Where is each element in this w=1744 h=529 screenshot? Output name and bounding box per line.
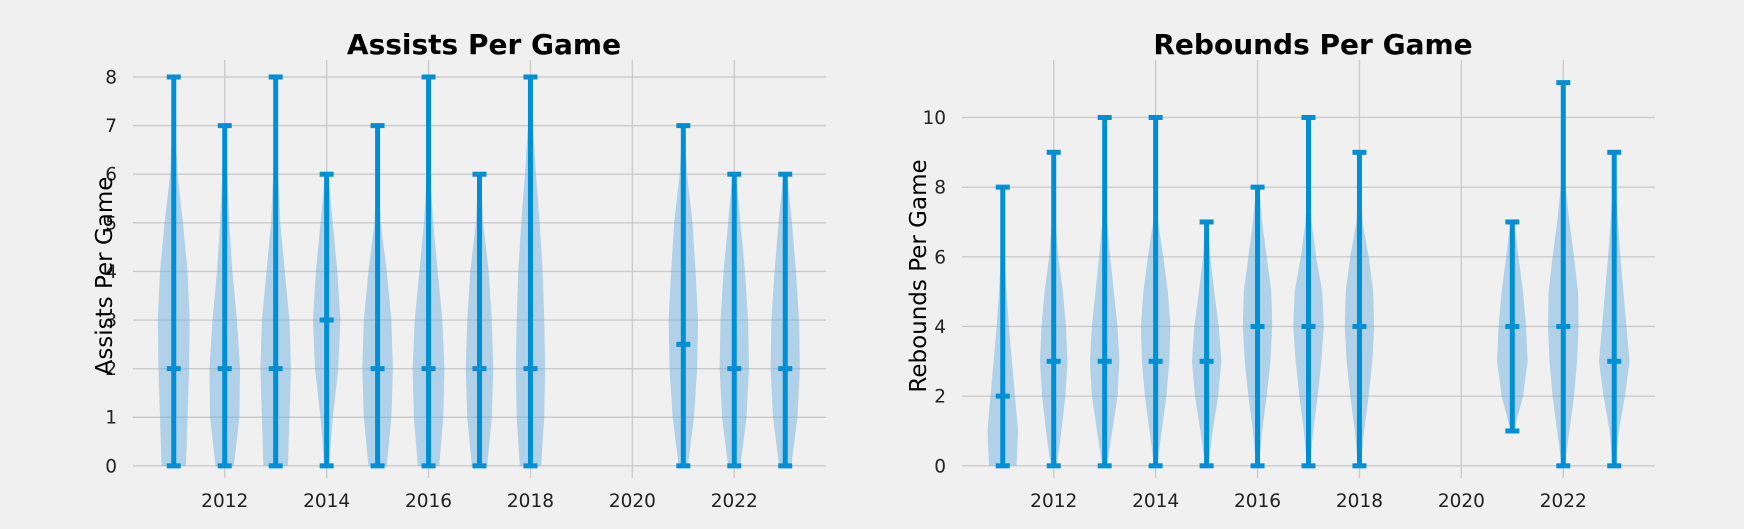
violins-rebounds bbox=[987, 80, 1630, 469]
panel-rebounds: 0 2 4 6 8 10 2012 2014 2016 2018 2020 2022 Rebound… bbox=[906, 28, 1655, 512]
y-tick-label-assists-5: 5 bbox=[105, 213, 117, 234]
y-tick-label-rebounds-0: 0 bbox=[934, 456, 946, 477]
panel-assists: 0 1 2 3 4 5 6 7 8 2012 2014 2016 2018 2020 2022 Assis… bbox=[92, 28, 826, 512]
x-tick-label-rebounds-2020: 2020 bbox=[1438, 491, 1485, 512]
y-tick-label-rebounds-10: 10 bbox=[922, 108, 946, 129]
x-tick-label-rebounds-2018: 2018 bbox=[1336, 491, 1383, 512]
chart-title-assists: Assists Per Game bbox=[347, 28, 621, 61]
y-ticks-assists: 0 1 2 3 4 5 6 7 8 bbox=[105, 68, 117, 478]
y-ticks-rebounds: 0 2 4 6 8 10 bbox=[922, 108, 946, 477]
y-tick-label-rebounds-4: 4 bbox=[934, 317, 946, 338]
y-tick-label-assists-1: 1 bbox=[105, 408, 117, 429]
y-tick-label-assists-2: 2 bbox=[105, 359, 117, 380]
y-axis-label-rebounds: Rebounds Per Game bbox=[906, 159, 932, 392]
y-axis-label-assists: Assists Per Game bbox=[92, 177, 118, 376]
x-ticks-rebounds: 2012 2014 2016 2018 2020 2022 bbox=[1030, 491, 1587, 512]
x-tick-label-rebounds-2012: 2012 bbox=[1030, 491, 1077, 512]
x-tick-label-rebounds-2016: 2016 bbox=[1234, 491, 1281, 512]
x-tick-label-assists-2020: 2020 bbox=[609, 491, 656, 512]
y-tick-label-rebounds-8: 8 bbox=[934, 178, 946, 199]
y-tick-label-assists-3: 3 bbox=[105, 311, 117, 332]
y-tick-label-assists-6: 6 bbox=[105, 165, 117, 186]
y-tick-label-rebounds-2: 2 bbox=[934, 387, 946, 408]
x-tick-label-rebounds-2014: 2014 bbox=[1132, 491, 1179, 512]
x-tick-label-assists-2012: 2012 bbox=[201, 491, 248, 512]
x-tick-label-assists-2018: 2018 bbox=[507, 491, 554, 512]
y-tick-label-rebounds-6: 6 bbox=[934, 247, 946, 268]
x-ticks-assists: 2012 2014 2016 2018 2020 2022 bbox=[201, 491, 758, 512]
violins-assists bbox=[157, 74, 800, 469]
x-tick-label-assists-2016: 2016 bbox=[405, 491, 452, 512]
x-tick-label-rebounds-2022: 2022 bbox=[1540, 491, 1587, 512]
y-tick-label-assists-8: 8 bbox=[105, 68, 117, 89]
y-tick-label-assists-0: 0 bbox=[105, 456, 117, 477]
chart-title-rebounds: Rebounds Per Game bbox=[1153, 28, 1472, 61]
y-tick-label-assists-4: 4 bbox=[105, 262, 117, 283]
x-tick-label-assists-2022: 2022 bbox=[711, 491, 758, 512]
x-tick-label-assists-2014: 2014 bbox=[303, 491, 350, 512]
y-tick-label-assists-7: 7 bbox=[105, 116, 117, 137]
